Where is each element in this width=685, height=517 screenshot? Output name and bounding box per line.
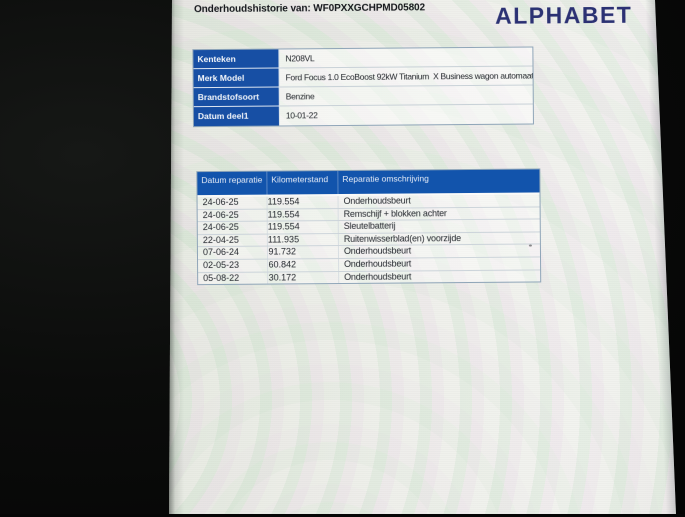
row-value: 10-01-22 [279,104,533,126]
desc-cell: Sleutelbatterij [337,219,540,233]
desc-cell: Onderhoudsbeurt [337,194,540,208]
screen-speck [528,244,532,247]
desc-cell: Ruitenwisserblad(en) voorzijde [337,232,540,246]
row-label: Merk Model [193,68,280,89]
maintenance-history-table: Datum reparatie Kilometerstand Reparatie… [196,168,542,286]
table-row: Datum deel1 10-01-22 [193,104,533,127]
column-header: Reparatie omschrijving [337,169,540,195]
table-header-row: Datum reparatie Kilometerstand Reparatie… [197,169,540,196]
table-row: 05-08-22 30.172 Onderhoudsbeurt [198,270,541,285]
row-value: N208VL [279,47,533,69]
row-value: Benzine [279,85,533,107]
row-label: Brandstofsoort [193,87,280,108]
column-header: Kilometerstand [266,171,338,195]
desc-cell: Onderhoudsbeurt [338,257,541,271]
km-cell: 119.554 [266,221,338,234]
date-cell: 24-06-25 [202,209,239,220]
km-cell: 60.842 [267,259,339,272]
date-cell: 07-06-24 [202,247,240,258]
vehicle-info-table: Kenteken N208VL Merk Model Ford Focus 1.… [192,46,534,128]
desc-cell: Onderhoudsbeurt [337,244,541,259]
km-cell: 119.554 [266,208,338,221]
desc-cell: Remschijf + blokken achter [337,207,540,221]
date-cell: 22-04-25 [202,234,239,245]
screen-edge-shadow-left [169,0,184,514]
page-title: Onderhoudshistorie van: WF0PXXGCHPMD0580… [194,2,426,16]
alphabet-logo: ALPHABET [495,1,633,29]
km-cell: 30.172 [267,271,339,284]
row-label: Kenteken [193,49,280,70]
date-cell: 24-06-25 [202,222,239,233]
km-cell: 119.554 [266,196,338,209]
column-header: Datum reparatie [201,174,263,186]
desc-cell: Onderhoudsbeurt [338,270,541,284]
km-cell: 91.732 [266,246,339,259]
row-label: Datum deel1 [193,106,280,127]
date-cell: 24-06-25 [202,196,239,208]
row-value: Ford Focus 1.0 EcoBoost 92kW Titanium X … [279,66,533,88]
date-cell: 02-05-23 [203,259,240,271]
km-cell: 111.935 [266,233,338,246]
date-cell: 05-08-22 [203,272,240,283]
